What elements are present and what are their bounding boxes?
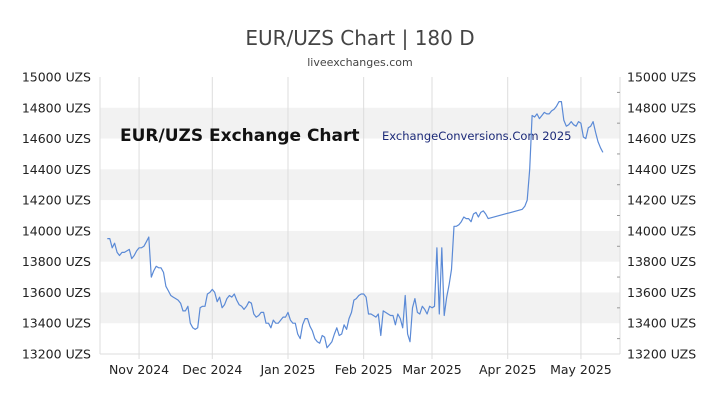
y-tick-label-right: 13200 UZS xyxy=(627,347,696,362)
chart-title: EUR/UZS Chart | 180 D xyxy=(245,26,475,50)
y-axis-left-labels: 13200 UZS 13400 UZS 13600 UZS 13800 UZS 1400… xyxy=(22,70,91,362)
grid-band xyxy=(100,292,620,324)
x-tick-label: Dec 2024 xyxy=(182,362,242,377)
y-tick-label-right: 14000 UZS xyxy=(627,223,696,238)
y-tick-label-right: 13800 UZS xyxy=(627,254,696,269)
y-tick-label-right: 14400 UZS xyxy=(627,162,696,177)
y-tick-label-right: 14600 UZS xyxy=(627,131,696,146)
y-tick-label-left: 14600 UZS xyxy=(22,131,91,146)
x-tick-label: May 2025 xyxy=(550,362,612,377)
x-tick-label: Apr 2025 xyxy=(479,362,536,377)
y-tick-label-left: 13400 UZS xyxy=(22,316,91,331)
watermark-left: EUR/UZS Exchange Chart xyxy=(120,126,360,146)
chart-subtitle: liveexchanges.com xyxy=(307,56,413,69)
grid-band xyxy=(100,169,620,201)
x-tick-label: Jan 2025 xyxy=(259,362,315,377)
watermark-right: ExchangeConversions.Com 2025 xyxy=(382,129,572,143)
grid-band xyxy=(100,230,620,262)
y-tick-label-right: 13400 UZS xyxy=(627,316,696,331)
y-tick-label-right: 15000 UZS xyxy=(627,70,696,85)
y-tick-label-left: 15000 UZS xyxy=(22,70,91,85)
y-tick-label-left: 14000 UZS xyxy=(22,223,91,238)
x-axis-labels: Nov 2024 Dec 2024 Jan 2025 Feb 2025 Mar 2025… xyxy=(109,362,612,377)
series-group xyxy=(107,101,604,349)
y-tick-label-right: 14800 UZS xyxy=(627,100,696,115)
y-tick-label-left: 13800 UZS xyxy=(22,254,91,269)
axes xyxy=(99,77,621,355)
y-tick-label-left: 14200 UZS xyxy=(22,193,91,208)
series-line xyxy=(107,101,604,349)
y-tick-label-left: 13200 UZS xyxy=(22,347,91,362)
y-axis-right-labels: 13200 UZS 13400 UZS 13600 UZS 13800 UZS 1400… xyxy=(627,70,696,362)
x-tick-label: Feb 2025 xyxy=(335,362,393,377)
y-tick-label-left: 14400 UZS xyxy=(22,162,91,177)
x-tick-label: Nov 2024 xyxy=(109,362,169,377)
x-tick-label: Mar 2025 xyxy=(402,362,461,377)
y-tick-label-left: 14800 UZS xyxy=(22,100,91,115)
y-tick-label-right: 13600 UZS xyxy=(627,285,696,300)
grid-band xyxy=(100,107,620,139)
y-tick-label-right: 14200 UZS xyxy=(627,193,696,208)
y-tick-label-left: 13600 UZS xyxy=(22,285,91,300)
